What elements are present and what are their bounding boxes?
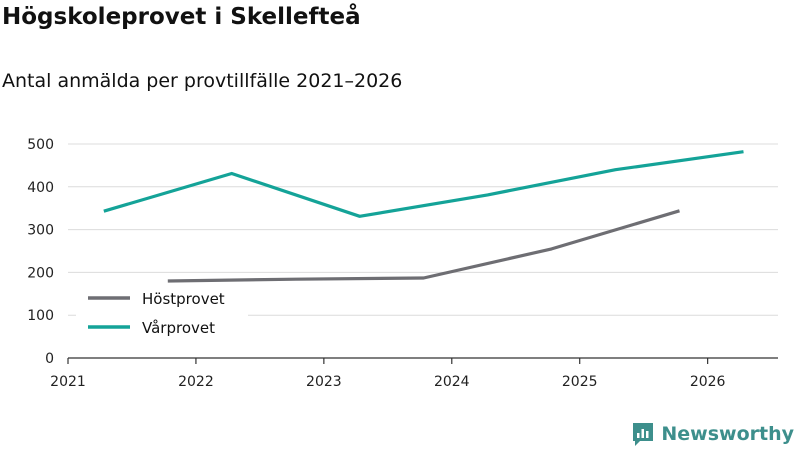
y-tick-label: 0: [45, 351, 54, 367]
series-line-2: [103, 150, 744, 218]
chart-title: Högskoleprovet i Skellefteå: [2, 4, 361, 30]
x-tick-label: 2022: [178, 374, 214, 390]
y-tick-label: 300: [27, 223, 54, 239]
x-axis: 2021 2022 2023 2024 2025 2026: [50, 357, 778, 390]
y-tick-label: 100: [27, 308, 54, 324]
x-tick-label: 2026: [690, 374, 726, 390]
y-tick-label: 400: [27, 180, 54, 196]
x-tick-label: 2024: [434, 374, 470, 390]
brand-logo: Newsworthy: [631, 421, 794, 447]
series-line-1: [167, 209, 680, 283]
y-tick-label: 500: [27, 137, 54, 153]
legend-background: [76, 283, 248, 343]
legend-label: Höstprovet: [142, 290, 225, 308]
y-tick-label: 200: [27, 265, 54, 281]
x-tick-label: 2023: [306, 374, 342, 390]
legend: Höstprovet Vårprovet: [76, 283, 248, 343]
x-tick-label: 2021: [50, 374, 86, 390]
newsworthy-logo-icon: [633, 423, 654, 446]
brand-name: Newsworthy: [661, 423, 794, 445]
legend-label: Vårprovet: [142, 319, 215, 337]
x-tick-label: 2025: [562, 374, 598, 390]
series-lines: [103, 150, 744, 283]
chart-subtitle: Antal anmälda per provtillfälle 2021–202…: [2, 70, 403, 92]
y-axis: 0 100 200 300 400 500: [27, 137, 54, 367]
